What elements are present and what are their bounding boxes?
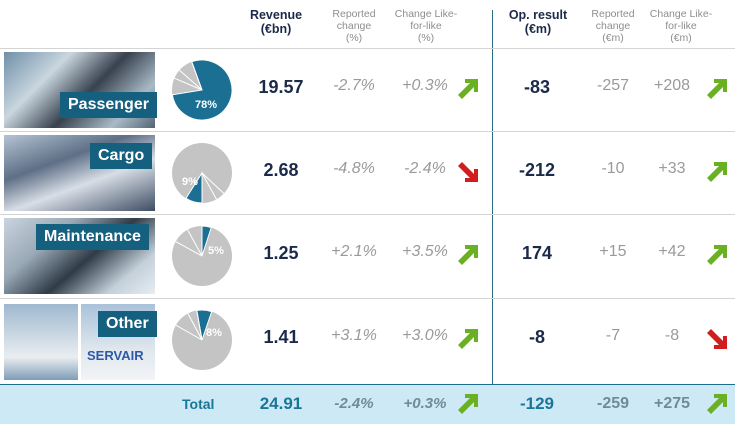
- maintenance-op-result: 174: [521, 243, 553, 263]
- other-op-lfl-change: -8: [664, 327, 680, 344]
- pie-separator: [201, 172, 217, 200]
- pie-share-label: 8%: [206, 327, 222, 339]
- op-reported-change-header: Reported change (€m): [591, 8, 635, 44]
- maintenance-op-reported-change: +15: [599, 243, 627, 260]
- op-result-header: Op. result (€m): [508, 8, 568, 36]
- total-separator: [0, 384, 735, 385]
- cargo-revenue: 2.68: [263, 160, 299, 180]
- pie-chart-maintenance: 5%: [172, 225, 232, 286]
- op-lfl-change-header: Change Like-for-like (€m): [649, 8, 713, 44]
- maintenance-label: Maintenance: [36, 224, 149, 250]
- passenger-op-result: -83: [523, 77, 550, 97]
- pie-share-label: 9%: [182, 176, 198, 188]
- passenger-lfl-arrow-icon: [458, 79, 478, 99]
- other-revenue: 1.41: [263, 327, 299, 347]
- row-separator: [0, 131, 735, 132]
- maintenance-lfl-change: +3.5%: [402, 243, 448, 260]
- row-separator: [0, 214, 735, 215]
- servair-logo: SERVAIR: [87, 348, 144, 363]
- other-label: Other: [98, 311, 157, 337]
- cargo-op-result: -212: [518, 160, 556, 180]
- pie-separator: [187, 313, 203, 341]
- total-label: Total: [182, 396, 215, 412]
- maintenance-lfl-arrow-icon: [458, 245, 478, 265]
- other-lfl-change: +3.0%: [402, 327, 448, 344]
- passenger-op-lfl-change: +208: [653, 77, 691, 94]
- pie-separator: [191, 61, 203, 91]
- pie-chart-passenger: 78%: [171, 59, 233, 121]
- passenger-reported-change: -2.7%: [333, 77, 375, 94]
- maintenance-op-lfl-change: +42: [658, 243, 686, 260]
- total-lfl-arrow-icon: [458, 394, 478, 414]
- passenger-revenue: 19.57: [258, 77, 304, 97]
- pie-separator: [175, 241, 203, 257]
- pie-share-label: 78%: [195, 99, 217, 111]
- pie-chart-other: 8%: [172, 309, 232, 370]
- column-divider: [492, 10, 493, 424]
- cargo-op-arrow-icon: [707, 162, 727, 182]
- maintenance-op-arrow-icon: [707, 245, 727, 265]
- pie-separator: [201, 172, 225, 194]
- other-reported-change: +3.1%: [331, 327, 377, 344]
- lfl-change-header: Change Like-for-like (%): [394, 8, 458, 44]
- cargo-op-lfl-change: +33: [658, 160, 686, 177]
- revenue-header: Revenue (€bn): [249, 8, 303, 36]
- pie-separator: [175, 324, 203, 341]
- pie-separator: [196, 310, 203, 341]
- pie-share-label: 5%: [208, 245, 224, 257]
- total-op-reported-change: -259: [596, 395, 630, 412]
- maintenance-revenue: 1.25: [263, 243, 299, 263]
- total-row: [0, 384, 735, 424]
- passenger-op-reported-change: -257: [596, 77, 630, 94]
- reported-change-header: Reported change (%): [332, 8, 376, 44]
- passenger-op-arrow-icon: [707, 79, 727, 99]
- total-revenue: 24.91: [259, 394, 303, 413]
- total-reported-change: -2.4%: [334, 395, 374, 412]
- cargo-label: Cargo: [90, 143, 153, 169]
- pie-separator: [179, 69, 203, 91]
- other-op-result: -8: [528, 327, 545, 347]
- passenger-label: Passenger: [60, 92, 157, 118]
- pie-chart-cargo: 9%: [172, 143, 232, 204]
- total-lfl-change: +0.3%: [403, 395, 447, 412]
- total-op-result: -129: [519, 394, 555, 413]
- other-lfl-arrow-icon: [458, 329, 478, 349]
- passenger-lfl-change: +0.3%: [402, 77, 448, 94]
- maintenance-reported-change: +2.1%: [331, 243, 377, 260]
- total-op-arrow-icon: [707, 394, 727, 414]
- pie-separator: [174, 77, 203, 91]
- cargo-op-reported-change: -10: [601, 160, 625, 177]
- other-op-arrow-icon: [707, 329, 727, 349]
- row-separator: [0, 48, 735, 49]
- other-op-reported-change: -7: [605, 327, 621, 344]
- pie-separator: [187, 229, 203, 257]
- cargo-lfl-arrow-icon: [458, 162, 478, 182]
- total-op-lfl-change: +275: [653, 395, 691, 412]
- pie-slice-passenger: [171, 59, 233, 121]
- other-airplane-photo: [4, 304, 78, 380]
- row-separator: [0, 298, 735, 299]
- cargo-reported-change: -4.8%: [333, 160, 375, 177]
- cargo-lfl-change: -2.4%: [404, 160, 446, 177]
